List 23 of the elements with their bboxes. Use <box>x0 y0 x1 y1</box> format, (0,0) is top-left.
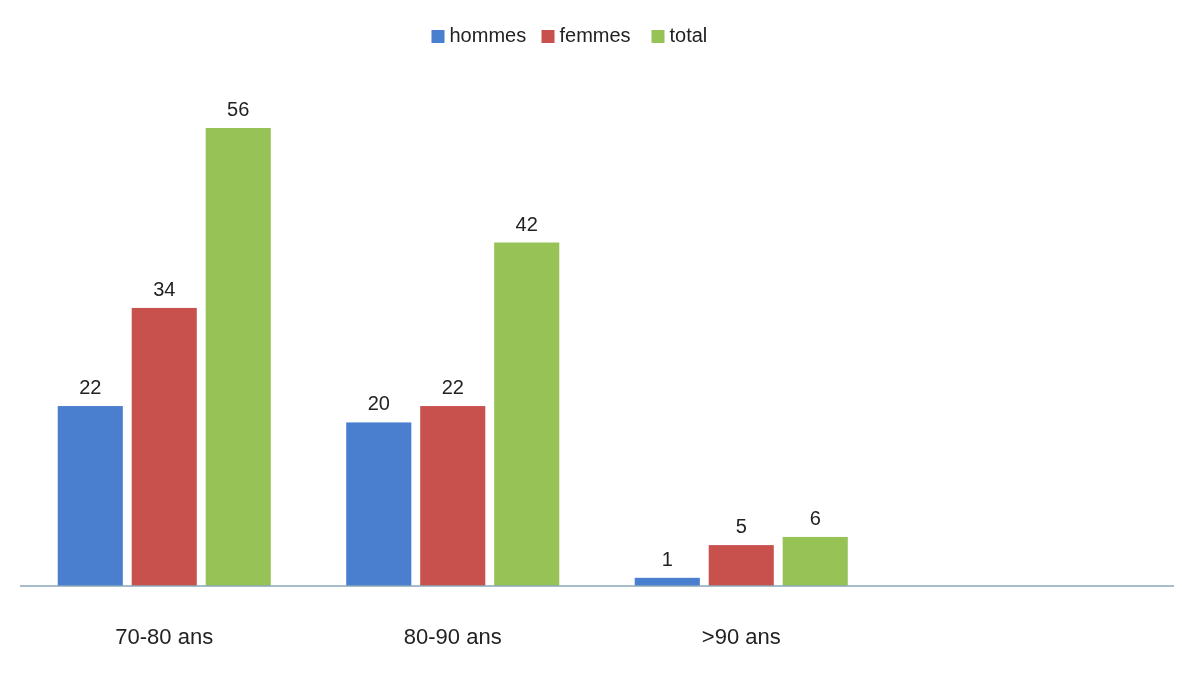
x-tick-label: >90 ans <box>701 624 781 649</box>
data-label: 22 <box>441 376 464 399</box>
bar <box>131 307 197 586</box>
bar <box>494 242 560 586</box>
data-label: 56 <box>227 98 250 120</box>
legend-label: total <box>669 24 708 46</box>
data-label: 1 <box>661 547 673 570</box>
legend-label: femmes <box>559 24 631 46</box>
data-label: 42 <box>515 212 538 235</box>
x-tick-label: 80-90 ans <box>403 624 502 649</box>
legend-label: hommes <box>449 24 527 46</box>
bar <box>57 406 123 586</box>
data-label: 34 <box>153 277 176 300</box>
bar <box>205 128 271 586</box>
data-label: 6 <box>809 506 821 529</box>
bar <box>346 422 412 586</box>
data-label: 22 <box>79 376 102 399</box>
bar <box>782 536 848 586</box>
bar <box>420 406 486 586</box>
data-label: 5 <box>735 515 747 538</box>
bar <box>708 545 774 586</box>
x-tick-label: 70-80 ans <box>115 624 214 649</box>
data-label: 20 <box>367 392 390 415</box>
